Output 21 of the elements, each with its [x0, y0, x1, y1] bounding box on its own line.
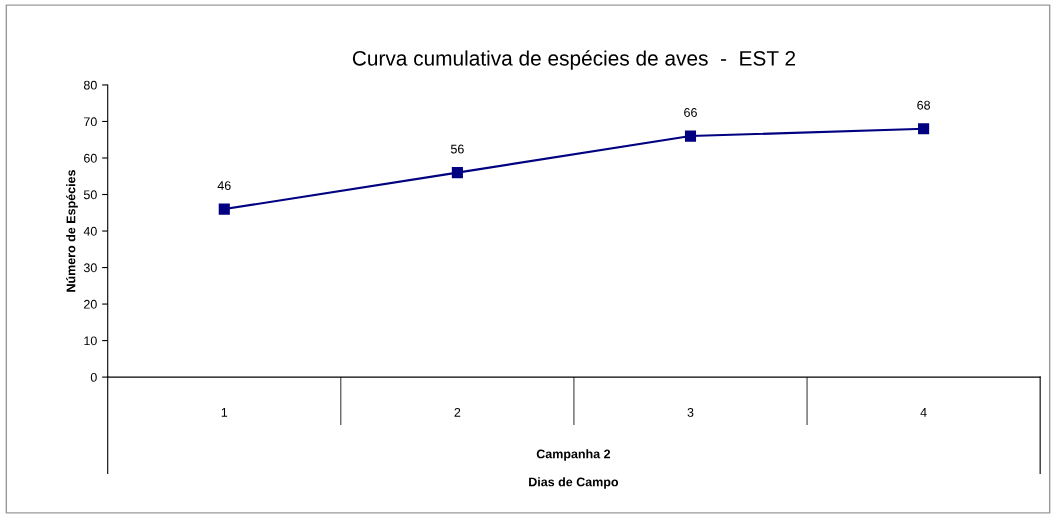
- x-tick-label: 3: [687, 407, 694, 417]
- data-label: 66: [684, 108, 697, 117]
- data-label: 56: [450, 144, 464, 154]
- y-tick-label: 30: [83, 263, 97, 273]
- text: Campanha 2: [536, 449, 611, 461]
- chart-title: Curva cumulativa de espécies de aves - EST 2: [352, 50, 796, 70]
- y-tick-label: 50: [83, 190, 97, 200]
- data-label: 46: [217, 181, 231, 190]
- x-tick-label: 2: [454, 407, 461, 417]
- x-axis-title: Dias de Campo: [529, 477, 619, 489]
- y-tick-label: 60: [84, 153, 97, 163]
- data-label: 68: [917, 100, 931, 110]
- x-tick-label: 1: [221, 408, 228, 417]
- x-tick-label: 4: [920, 408, 927, 417]
- y-tick-label: 0: [90, 372, 97, 382]
- y-tick-label: 20: [84, 299, 97, 309]
- y-tick-label: 70: [84, 117, 97, 127]
- y-tick-label: 80: [83, 80, 97, 90]
- y-axis-title: Número de Espécies: [66, 170, 78, 292]
- y-tick-label: 10: [84, 336, 97, 346]
- y-tick-label: 40: [83, 226, 97, 236]
